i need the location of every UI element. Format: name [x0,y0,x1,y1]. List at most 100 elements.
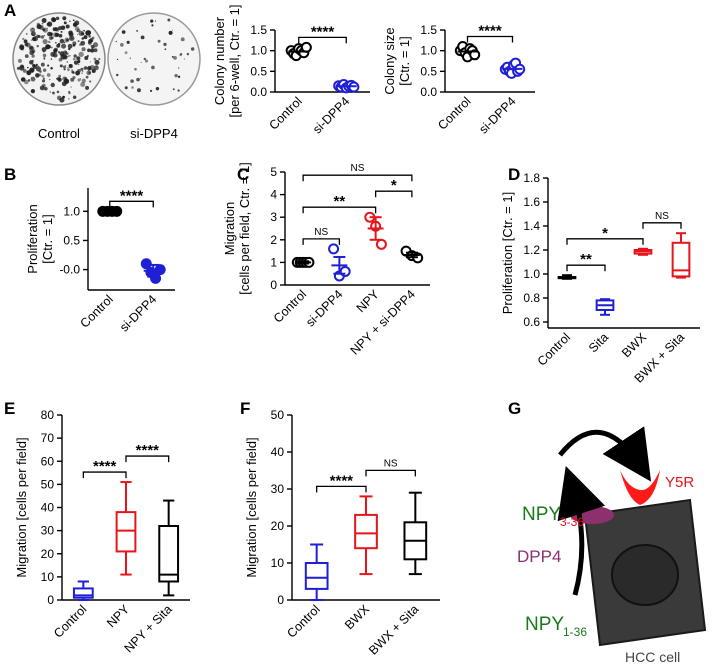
colony [22,37,25,41]
colony [50,17,56,22]
colony [44,86,48,91]
colony [80,67,84,71]
colony [61,53,67,59]
colony [40,35,45,39]
x-tick-label: NPY [354,287,383,316]
y-tick-label: 30 [271,482,285,496]
significance-label: * [602,225,608,242]
diagram-label: DPP4 [517,547,561,566]
colony [20,77,26,82]
colony [167,18,171,22]
colony [42,68,47,72]
colony [44,70,46,72]
colony [41,22,44,25]
x-tick-label: si-DPP4 [310,94,352,136]
significance-bracket [298,36,347,44]
x-tick-label: Control [266,94,304,132]
diagram-label: Y5R [665,474,694,491]
colony [143,57,147,61]
y-tick-label: 2 [270,233,277,247]
significance-label: **** [330,472,354,489]
colony [63,21,67,25]
y-tick-label: 1.0 [420,44,437,58]
x-tick-label: NPY [104,602,133,631]
colony [190,47,195,51]
significance-bracket [109,200,154,208]
significance-label: NS [314,227,328,238]
colony [88,35,91,38]
significance-label: NS [351,163,365,174]
colony [50,51,56,57]
colony [68,98,70,100]
y-tick-label: 30 [41,524,55,538]
x-tick-label: Control [435,94,473,132]
colony [63,68,66,71]
colony [57,77,62,82]
x-tick-label: BWX [342,602,373,633]
colony [81,72,83,74]
y-tick-label: 1.6 [523,195,540,209]
colony [72,71,75,74]
colony [93,57,97,61]
diagram-label: NPY [522,504,561,525]
y-tick-label: 0.0 [420,85,437,99]
colony [183,58,185,60]
diagram-label: NPY [525,614,564,635]
colony [86,70,92,76]
colony [50,66,53,70]
y-tick-label: 10 [41,570,55,584]
y-tick-label: 10 [271,556,285,570]
colony [139,77,141,79]
colony [178,67,180,69]
colony [78,51,84,58]
significance-label: **** [478,23,502,40]
colony [62,95,65,99]
y-tick-label: 3 [270,210,277,224]
x-tick-label: Control [51,602,89,640]
colony [67,55,70,57]
colony [89,65,95,71]
x-tick-label: BWX [619,330,650,361]
colony [17,58,22,63]
colony [151,24,154,27]
significance-bracket [82,471,127,479]
colony [73,60,79,65]
y-axis-label: Migration [222,202,237,255]
colony [72,22,78,27]
colony [163,42,167,47]
colony [93,65,99,71]
colony [177,89,180,92]
colony [49,91,51,93]
y5r-receptor [620,470,660,505]
y-axis-label: [cells per field, Ctr. = 1] [237,162,252,295]
colony [55,42,57,44]
y-axis-label: Migration [cells per field] [14,437,29,577]
colony [89,61,91,63]
colony [42,39,48,45]
colony [23,39,28,44]
colony [85,85,90,90]
colony [76,30,78,33]
image-label: Control [38,126,80,141]
colony [69,20,71,22]
colony [62,65,66,69]
colony [70,86,72,88]
colony [120,43,124,47]
panel-label: B [4,165,16,184]
diagram-label: 3-36 [560,515,584,529]
colony [68,30,73,35]
colony [26,70,32,76]
colony [88,39,93,44]
colony [34,34,36,36]
colony [36,24,42,30]
image-label: si-DPP4 [130,126,178,141]
colony [89,80,92,83]
y-tick-label: 0 [270,278,277,292]
colony [72,57,76,61]
colony [31,49,36,54]
significance-bracket [125,455,170,463]
box [115,511,137,553]
colony [140,35,145,40]
significance-bracket [566,264,606,272]
colony [177,75,181,78]
